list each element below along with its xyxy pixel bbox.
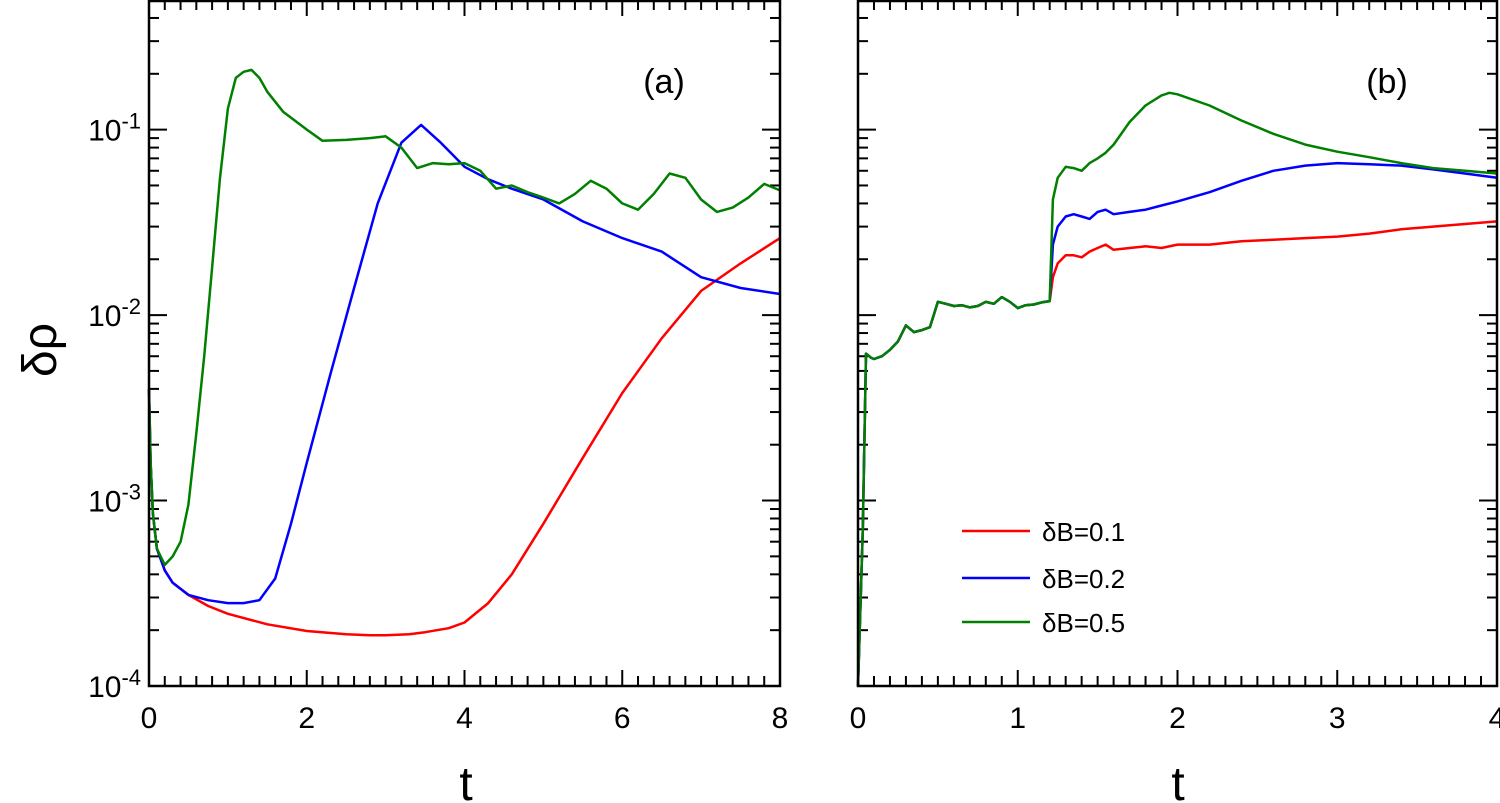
x-tick-label: 0	[141, 702, 158, 735]
panel-a-ticks	[148, 0, 781, 687]
legend: δB=0.1 δB=0.2 δB=0.5	[962, 517, 1125, 638]
panel-a-series	[147, 68, 781, 637]
series-line-3	[856, 91, 1498, 687]
y-tick-label: 10-2	[88, 294, 141, 333]
panel-b-x-tick-labels: 0 1 2 3 4	[850, 702, 1500, 735]
panel-a: 0 2 4 6 8 10-4 10-3 10-2 10-1 (a) t δρ	[14, 0, 788, 803]
x-tick-label: 8	[772, 702, 789, 735]
legend-label: δB=0.5	[1042, 608, 1125, 638]
panel-b: 0 1 2 3 4 (b) t δB=0.1 δB=0.2 δB=0.5	[850, 0, 1500, 803]
y-tick-label: 10-3	[88, 480, 141, 519]
series-line-2	[856, 161, 1498, 687]
y-tick-label: 10-4	[88, 665, 141, 704]
legend-label: δB=0.1	[1042, 517, 1125, 547]
x-tick-label: 3	[1329, 702, 1346, 735]
series-line-1	[147, 237, 781, 637]
series-line-3	[147, 68, 781, 567]
y-axis-title: δρ	[14, 323, 67, 377]
panel-b-label: (b)	[1366, 63, 1408, 101]
y-tick-label: 10-1	[88, 109, 141, 148]
x-tick-label: 4	[1489, 702, 1500, 735]
legend-label: δB=0.2	[1042, 564, 1125, 594]
series-line-1	[856, 220, 1498, 687]
panel-b-ticks	[857, 0, 1498, 687]
panel-b-x-axis-title: t	[1171, 758, 1184, 803]
panel-a-x-axis-title: t	[459, 758, 472, 803]
x-tick-label: 2	[1169, 702, 1186, 735]
x-tick-label: 0	[850, 702, 867, 735]
panel-b-series	[856, 91, 1498, 687]
panel-a-frame	[147, 0, 782, 688]
x-tick-label: 1	[1009, 702, 1026, 735]
x-tick-label: 2	[298, 702, 315, 735]
panel-a-x-tick-labels: 0 2 4 6 8	[141, 702, 789, 735]
panel-b-frame	[856, 0, 1499, 688]
panel-a-y-tick-labels: 10-4 10-3 10-2 10-1	[88, 109, 141, 704]
x-tick-label: 6	[614, 702, 631, 735]
panel-a-label: (a)	[643, 63, 685, 101]
x-tick-label: 4	[456, 702, 473, 735]
series-line-2	[147, 123, 781, 605]
